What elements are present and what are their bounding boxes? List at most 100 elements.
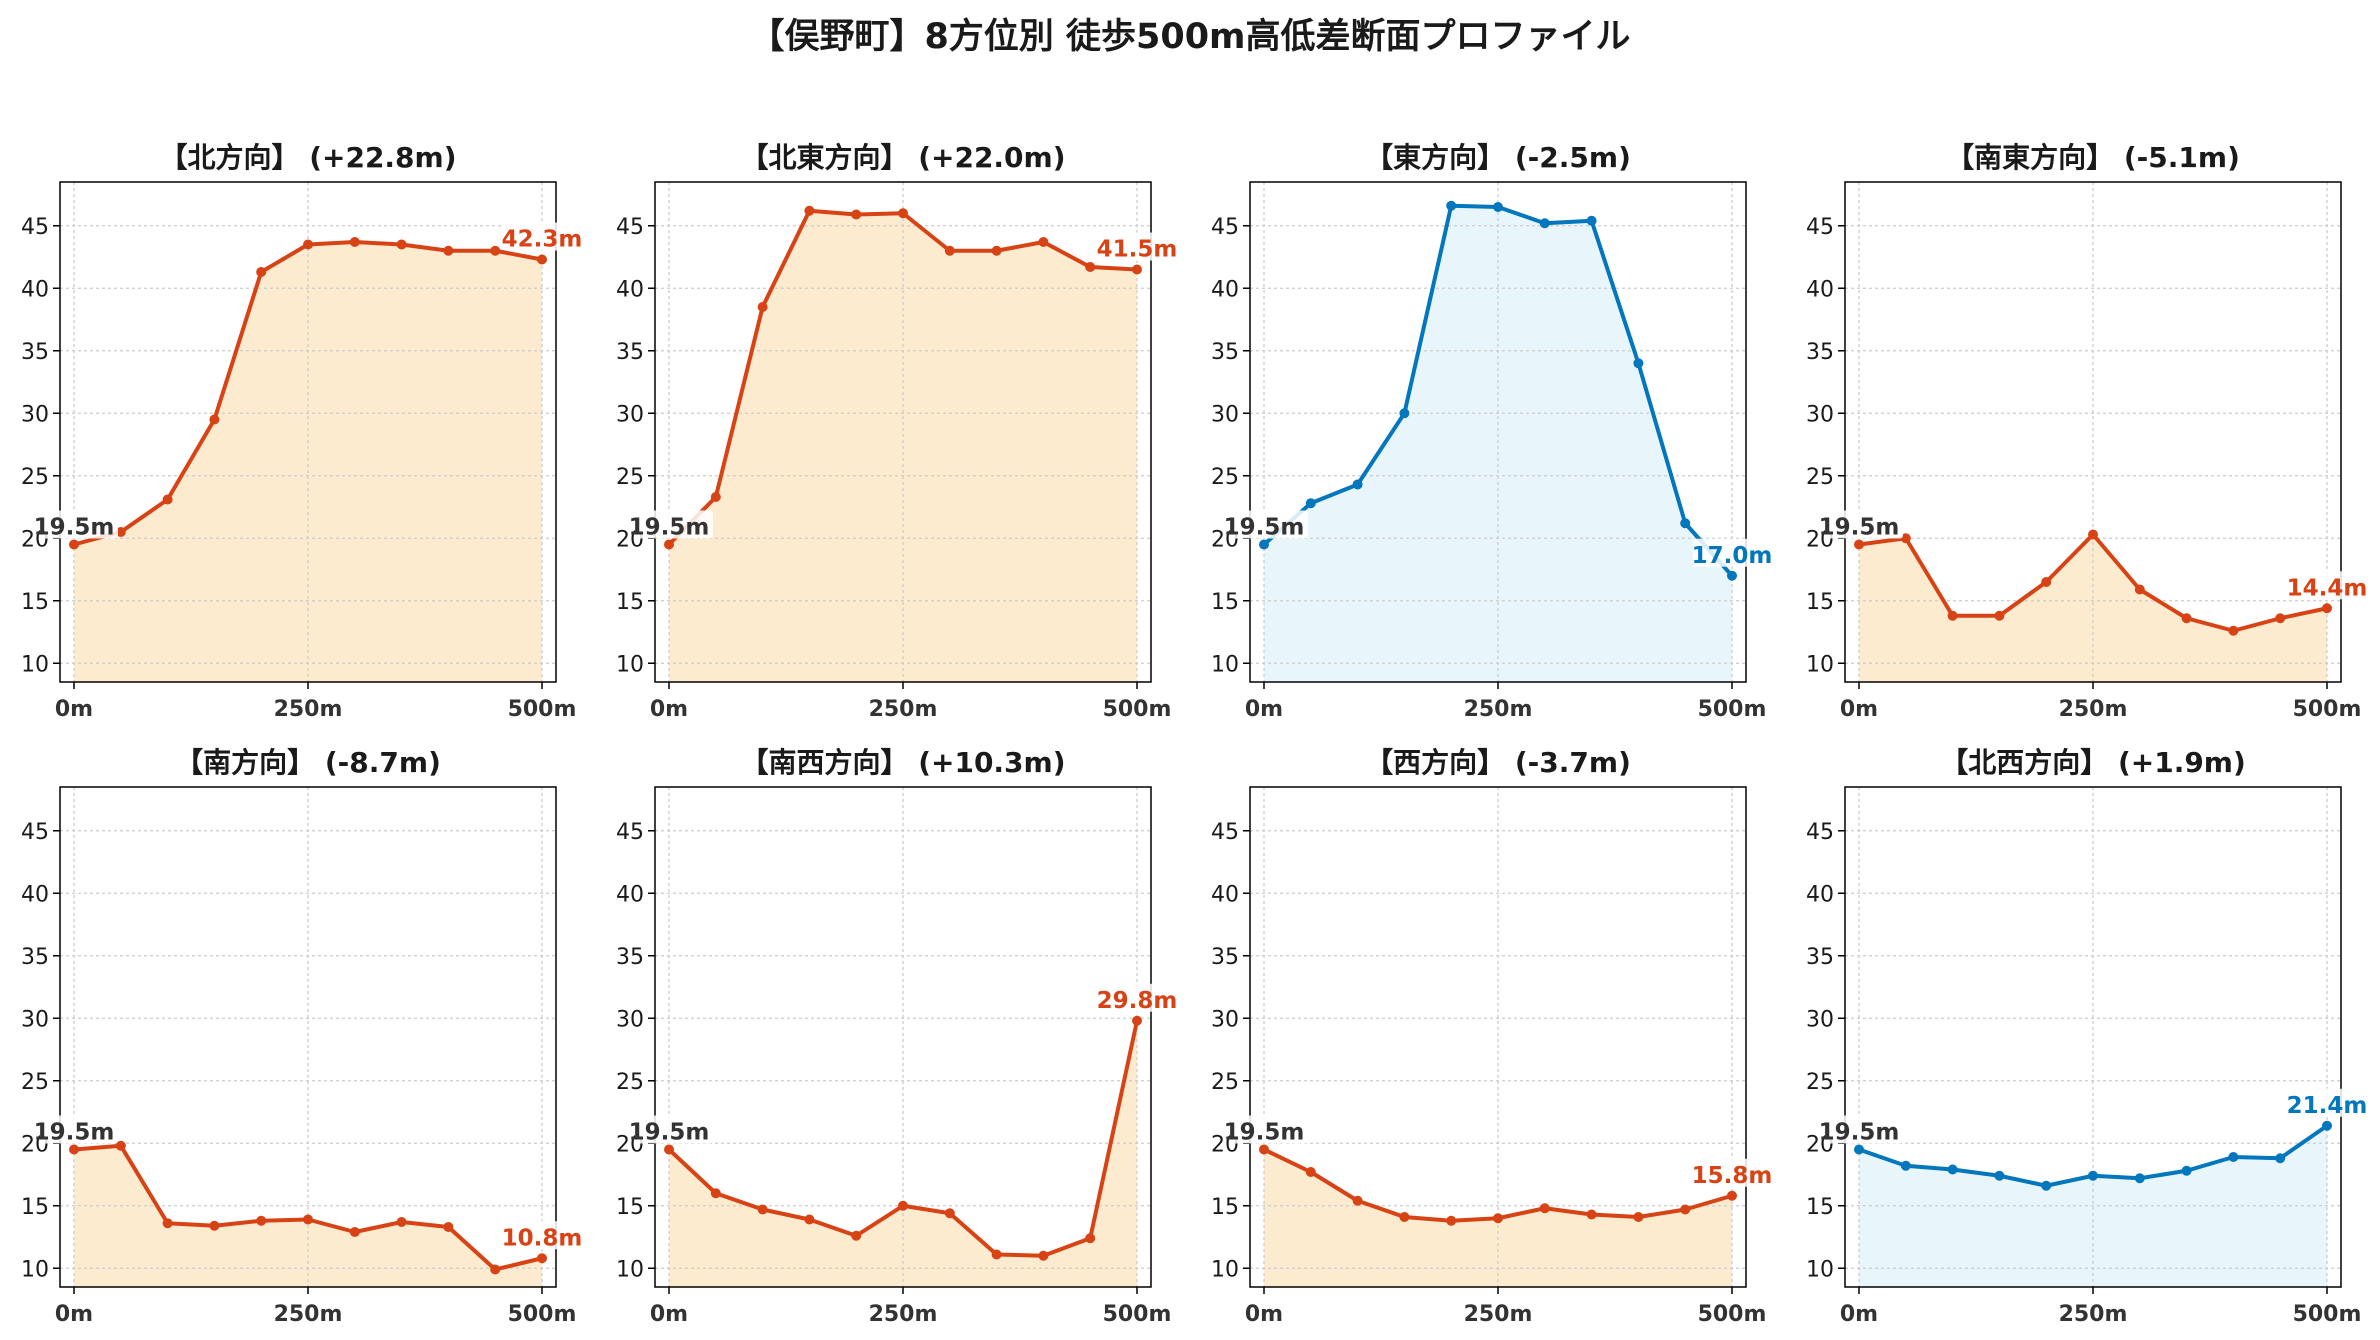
data-point bbox=[2088, 529, 2098, 540]
data-point bbox=[1994, 610, 2005, 621]
data-point bbox=[490, 245, 501, 256]
data-point bbox=[804, 1214, 815, 1225]
data-point bbox=[209, 1220, 220, 1231]
y-tick-label: 10 bbox=[1806, 1257, 1834, 1282]
y-tick-label: 45 bbox=[1211, 215, 1239, 240]
y-tick-label: 40 bbox=[1806, 882, 1834, 907]
y-tick-label: 40 bbox=[21, 277, 49, 302]
data-point bbox=[664, 1144, 674, 1155]
y-tick-label: 10 bbox=[616, 1257, 644, 1282]
data-point bbox=[396, 1217, 407, 1227]
data-point bbox=[991, 1249, 1002, 1260]
y-tick-label: 25 bbox=[1211, 1070, 1239, 1095]
start-elevation-label: 19.5m bbox=[34, 1120, 115, 1146]
y-tick-label: 45 bbox=[1806, 820, 1834, 845]
data-point bbox=[851, 1230, 862, 1241]
data-point bbox=[898, 208, 908, 219]
data-point bbox=[2322, 1120, 2332, 1131]
panel-title: 【北方向】 (+22.8m) bbox=[159, 141, 456, 174]
data-point bbox=[1633, 358, 1644, 369]
panel-title: 【西方向】 (-3.7m) bbox=[1365, 746, 1631, 779]
elevation-area bbox=[669, 1020, 1137, 1287]
y-tick-label: 45 bbox=[1806, 215, 1834, 240]
y-tick-label: 10 bbox=[1211, 1257, 1239, 1282]
data-point bbox=[69, 539, 79, 550]
data-point bbox=[303, 239, 313, 250]
end-label-box bbox=[503, 1221, 581, 1250]
x-tick-label: 0m bbox=[1840, 697, 1878, 722]
y-tick-label: 15 bbox=[1806, 590, 1834, 615]
end-elevation-label: 29.8m bbox=[1097, 988, 1178, 1014]
y-tick-label: 35 bbox=[21, 340, 49, 365]
panel-title: 【東方向】 (-2.5m) bbox=[1365, 141, 1631, 174]
data-point bbox=[1038, 1250, 1049, 1261]
y-tick-label: 35 bbox=[1806, 340, 1834, 365]
data-point bbox=[710, 492, 721, 502]
end-elevation-label: 15.8m bbox=[1692, 1163, 1773, 1189]
y-tick-label: 30 bbox=[1211, 402, 1239, 427]
data-point bbox=[851, 209, 862, 220]
x-tick-label: 250m bbox=[1464, 1302, 1533, 1327]
x-tick-label: 500m bbox=[1698, 697, 1767, 722]
data-point bbox=[2228, 625, 2239, 636]
data-point bbox=[898, 1200, 908, 1211]
end-elevation-label: 41.5m bbox=[1097, 237, 1178, 263]
end-elevation-label: 14.4m bbox=[2287, 575, 2368, 601]
data-point bbox=[1633, 1212, 1644, 1222]
data-point bbox=[537, 1253, 547, 1264]
data-point bbox=[2228, 1152, 2239, 1162]
start-elevation-label: 19.5m bbox=[629, 515, 710, 541]
data-point bbox=[1085, 262, 1096, 272]
elevation-area bbox=[74, 242, 542, 682]
y-tick-label: 30 bbox=[616, 1007, 644, 1032]
y-tick-label: 25 bbox=[616, 465, 644, 490]
start-label-box bbox=[1825, 510, 1903, 539]
y-tick-label: 15 bbox=[1211, 590, 1239, 615]
x-tick-label: 250m bbox=[274, 697, 343, 722]
y-tick-label: 30 bbox=[616, 402, 644, 427]
x-tick-label: 0m bbox=[1245, 697, 1283, 722]
data-point bbox=[69, 1144, 79, 1155]
y-tick-label: 30 bbox=[21, 402, 49, 427]
y-tick-label: 45 bbox=[616, 820, 644, 845]
y-tick-label: 35 bbox=[1806, 945, 1834, 970]
x-tick-label: 250m bbox=[2059, 1302, 2128, 1327]
data-point bbox=[1900, 533, 1911, 544]
y-tick-label: 35 bbox=[21, 945, 49, 970]
data-point bbox=[1727, 570, 1737, 581]
y-tick-label: 15 bbox=[616, 1195, 644, 1220]
y-tick-label: 45 bbox=[21, 820, 49, 845]
data-point bbox=[710, 1188, 721, 1199]
start-elevation-label: 19.5m bbox=[1819, 515, 1900, 541]
y-tick-label: 30 bbox=[1211, 1007, 1239, 1032]
y-tick-label: 15 bbox=[616, 590, 644, 615]
y-tick-label: 30 bbox=[1806, 402, 1834, 427]
y-tick-label: 30 bbox=[21, 1007, 49, 1032]
start-label-box bbox=[1230, 510, 1308, 539]
x-tick-label: 0m bbox=[55, 1302, 93, 1327]
data-point bbox=[1446, 1215, 1457, 1226]
data-point bbox=[162, 494, 173, 505]
y-tick-label: 30 bbox=[1806, 1007, 1834, 1032]
data-point bbox=[490, 1264, 501, 1275]
data-point bbox=[2181, 613, 2192, 624]
x-tick-label: 250m bbox=[2059, 697, 2128, 722]
data-point bbox=[2088, 1170, 2098, 1181]
y-tick-label: 40 bbox=[21, 882, 49, 907]
data-point bbox=[1586, 215, 1597, 226]
data-point bbox=[1305, 498, 1316, 509]
end-label-box bbox=[1098, 232, 1176, 261]
data-point bbox=[2275, 1153, 2286, 1164]
data-point bbox=[1493, 202, 1503, 212]
end-label-box bbox=[1693, 538, 1771, 567]
data-point bbox=[2181, 1165, 2192, 1176]
data-point bbox=[1352, 479, 1363, 490]
x-tick-label: 500m bbox=[2293, 1302, 2362, 1327]
data-point bbox=[1085, 1233, 1096, 1244]
x-tick-label: 0m bbox=[650, 697, 688, 722]
